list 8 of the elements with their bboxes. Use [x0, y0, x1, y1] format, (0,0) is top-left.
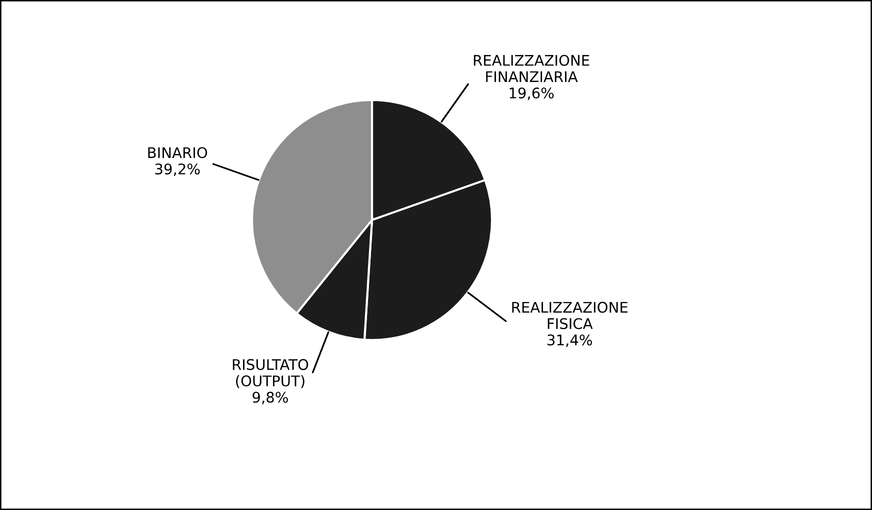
slice-label: REALIZZAZIONE FINANZIARIA [474, 54, 590, 82]
data-label: 31,4% [548, 334, 592, 347]
slice-label: BINARIO [148, 147, 208, 158]
slice-label: RISULTATO (OUTPUT) [232, 359, 308, 388]
slice-label: REALIZZAZIONE FISICA [512, 302, 628, 330]
data-label: 19,6% [510, 87, 554, 100]
data-label: 9,8% [252, 392, 288, 404]
data-label: 39,2% [155, 163, 200, 176]
